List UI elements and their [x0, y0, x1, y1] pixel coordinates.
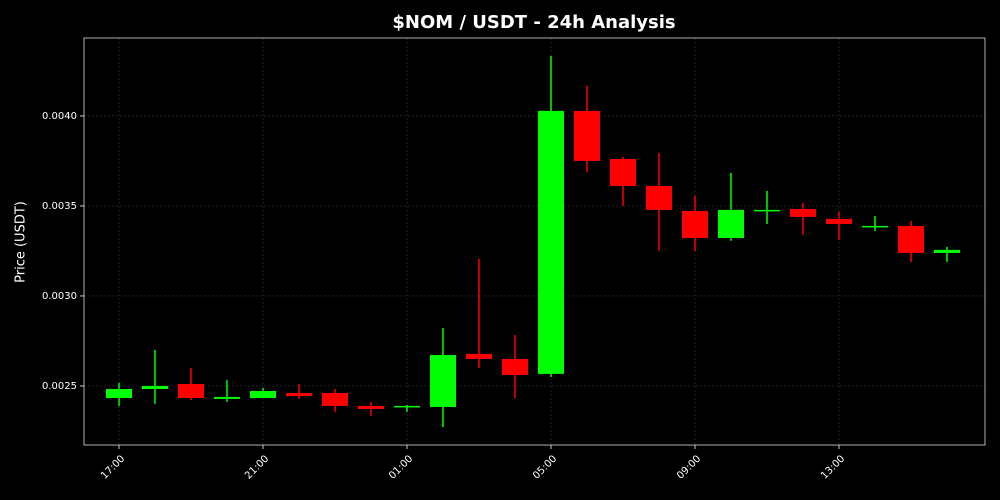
y-tick-label: 0.0030: [42, 291, 77, 302]
y-tick-label: 0.0035: [42, 201, 77, 212]
candle-body: [358, 405, 384, 409]
candle-body: [610, 158, 636, 186]
candle-body: [718, 209, 744, 238]
candle-body: [538, 110, 564, 374]
candle-body: [106, 389, 132, 399]
candle-body: [682, 210, 708, 238]
candle-body: [322, 392, 348, 406]
candle-body: [790, 209, 816, 217]
candle-body: [826, 218, 852, 224]
plot-frame: [83, 37, 986, 446]
candle-body: [754, 209, 780, 212]
candle-body: [646, 185, 672, 210]
candle-body: [466, 353, 492, 359]
y-axis-label: Price (USDT): [14, 201, 29, 283]
candle-body: [502, 358, 528, 375]
y-tick-label: 0.0025: [42, 381, 77, 392]
candle-body: [862, 225, 888, 228]
candle-body: [178, 383, 204, 399]
candle-body: [430, 354, 456, 408]
candle-body: [286, 392, 312, 397]
candle-body: [394, 405, 420, 408]
candle-body: [574, 110, 600, 161]
candle-body: [142, 385, 168, 390]
candle-body: [214, 396, 240, 399]
candle-body: [250, 390, 276, 399]
candle-body: [898, 225, 924, 253]
candle-body: [934, 249, 960, 253]
y-tick-label: 0.0040: [42, 111, 77, 122]
chart-title: $NOM / USDT - 24h Analysis: [392, 12, 675, 33]
